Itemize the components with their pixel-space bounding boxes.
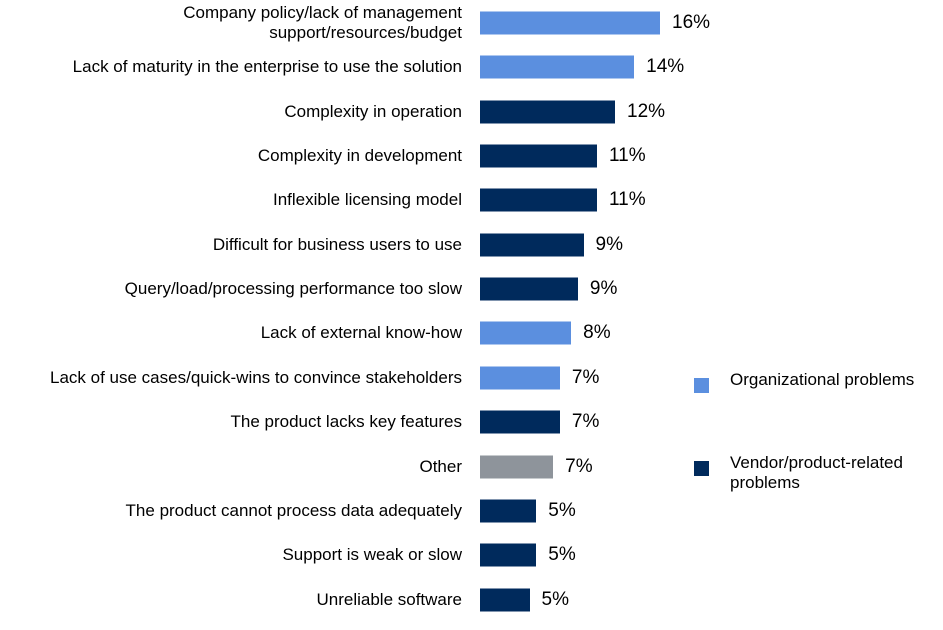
data-label: 5%: [548, 499, 576, 521]
bar: [480, 55, 635, 79]
data-label: 7%: [571, 366, 600, 388]
bar: [480, 499, 537, 523]
data-label: 11%: [609, 145, 646, 167]
category-label: Lack of external know-how: [260, 323, 462, 343]
data-label: 7%: [571, 411, 600, 433]
legend-swatch: [694, 461, 709, 476]
category-label: Query/load/processing performance too sl…: [124, 279, 462, 299]
data-label: 7%: [565, 455, 593, 477]
data-label: 5%: [548, 544, 576, 566]
legend-swatch: [694, 378, 709, 393]
category-label: Company policy/lack of management suppor…: [183, 3, 462, 42]
bar: [480, 410, 560, 434]
bar: [480, 321, 572, 345]
category-label: Support is weak or slow: [282, 545, 462, 565]
bar: [480, 455, 554, 478]
category-label: Lack of use cases/quick-wins to convince…: [50, 367, 462, 387]
category-label: Unreliable software: [316, 589, 462, 609]
data-label: 12%: [627, 100, 666, 122]
category-label: The product cannot process data adequate…: [125, 500, 462, 520]
bar: [480, 11, 660, 35]
bar: [480, 277, 578, 301]
category-label: Other: [419, 456, 462, 476]
category-label: Difficult for business users to use: [212, 234, 462, 254]
data-label: 9%: [589, 278, 618, 300]
data-label: 5%: [541, 588, 569, 610]
bar: [480, 233, 584, 257]
bar: [480, 100, 615, 124]
category-label: The product lacks key features: [230, 412, 462, 432]
category-label: Complexity in development: [257, 146, 462, 166]
legend-label: Organizational problems: [730, 370, 915, 389]
bar: [480, 543, 537, 567]
data-label: 14%: [646, 56, 685, 78]
data-label: 9%: [595, 233, 623, 255]
bar: [480, 366, 560, 390]
data-label: 8%: [583, 322, 611, 344]
data-label: 16%: [672, 12, 711, 33]
category-label: Lack of maturity in the enterprise to us…: [72, 57, 462, 77]
bar: [480, 588, 530, 612]
data-label: 11%: [609, 189, 646, 211]
category-label: Inflexible licensing model: [273, 190, 462, 210]
bar: [480, 188, 597, 212]
bar: [480, 144, 597, 168]
legend-label: Vendor/product-related problems: [730, 453, 903, 492]
category-label: Complexity in operation: [284, 101, 462, 121]
